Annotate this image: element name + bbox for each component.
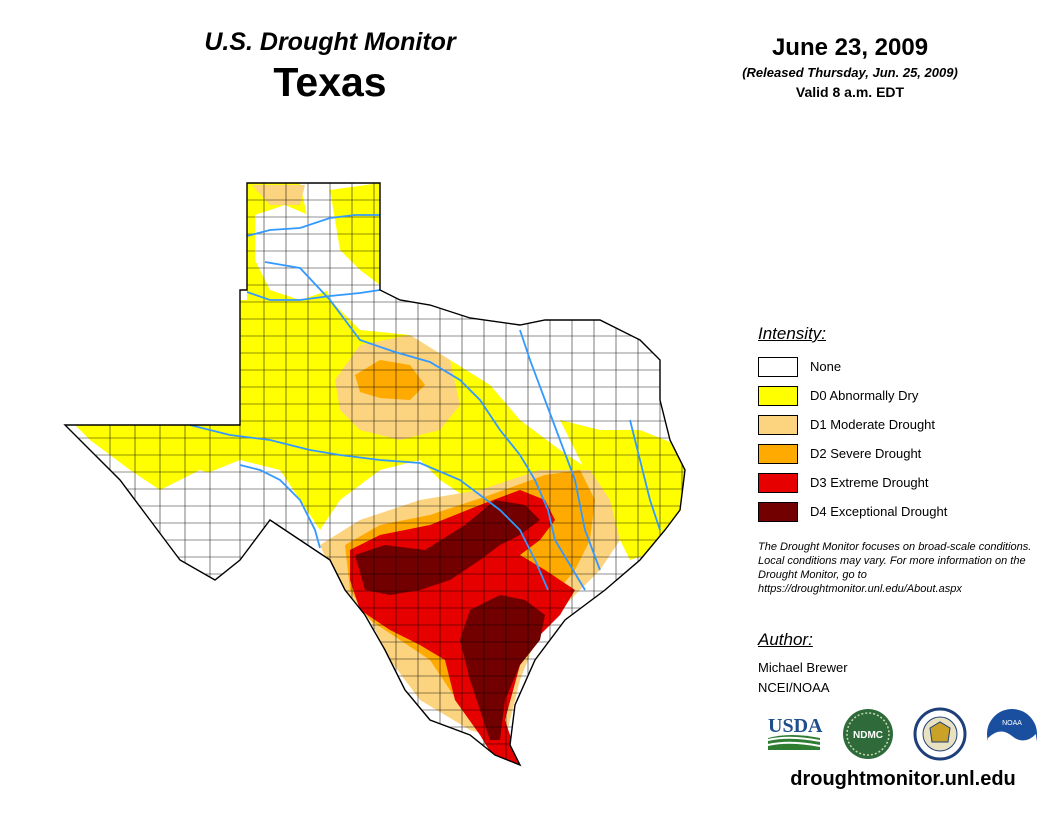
legend-swatch-d2: [758, 443, 798, 464]
d4-area-south-central: [355, 500, 540, 595]
agency-logos: USDA NDMC NOAA: [767, 707, 1037, 761]
site-url-link[interactable]: droughtmonitor.unl.edu: [790, 768, 1016, 790]
legend-item-d2: D2 Severe Drought: [758, 439, 1048, 468]
legend-swatch-d3: [758, 472, 798, 493]
author-title: Author:: [758, 630, 813, 649]
legend-label-d0: D0 Abnormally Dry: [810, 388, 919, 403]
d4-area-coastal-bend: [460, 595, 545, 740]
header-right: June 23, 2009 (Released Thursday, Jun. 2…: [700, 34, 1000, 100]
legend-label-d2: D2 Severe Drought: [810, 446, 922, 461]
legend-label-d1: D1 Moderate Drought: [810, 417, 936, 432]
disclaimer-note: The Drought Monitor focuses on broad-sca…: [758, 541, 1032, 595]
legend-swatch-d4: [758, 501, 798, 522]
noaa-logo-icon: NOAA: [987, 709, 1037, 760]
red-river: [246, 289, 381, 301]
author-org: NCEI/NOAA: [758, 680, 830, 695]
d0-area-west: [65, 183, 610, 560]
header-left: U.S. Drought Monitor Texas: [150, 28, 510, 106]
rivers: [189, 214, 661, 591]
trinity-river: [519, 329, 601, 571]
legend-item-d3: D3 Extreme Drought: [758, 468, 1048, 497]
ndmc-logo-text: NDMC: [853, 730, 883, 741]
legend-swatch-none: [758, 356, 798, 377]
noaa-logo-text: NOAA: [1002, 720, 1022, 727]
brazos-river: [264, 261, 586, 591]
valid-time: Valid 8 a.m. EDT: [795, 84, 905, 100]
legend-swatch-d0: [758, 385, 798, 406]
rio-grande: [239, 464, 321, 549]
legend-item-d0: D0 Abnormally Dry: [758, 381, 1048, 410]
sabine-river: [629, 419, 661, 531]
legend-label-d4: D4 Exceptional Drought: [810, 504, 948, 519]
author-block: Author: Michael Brewer NCEI/NOAA: [758, 630, 1048, 698]
region-title: Texas: [273, 59, 387, 105]
legend: Intensity: None D0 Abnormally Dry D1 Mod…: [758, 324, 1048, 526]
author-name: Michael Brewer: [758, 660, 848, 675]
map-date: June 23, 2009: [771, 34, 929, 61]
colorado-river: [189, 424, 549, 591]
texas-drought-map: [63, 182, 686, 767]
legend-item-d1: D1 Moderate Drought: [758, 410, 1048, 439]
legend-item-d4: D4 Exceptional Drought: [758, 497, 1048, 526]
release-date: (Released Thursday, Jun. 25, 2009): [742, 65, 958, 80]
product-title: U.S. Drought Monitor: [204, 28, 456, 56]
doc-seal-icon: [913, 707, 967, 761]
legend-label-none: None: [810, 359, 842, 374]
legend-item-none: None: [758, 352, 1048, 381]
usda-logo-icon: USDA: [767, 715, 823, 750]
usda-logo-text: USDA: [768, 715, 823, 737]
legend-label-d3: D3 Extreme Drought: [810, 475, 929, 490]
canadian-river: [246, 214, 380, 237]
legend-swatch-d1: [758, 414, 798, 435]
ndmc-logo-icon: NDMC: [843, 709, 893, 759]
texas-outline: [63, 182, 686, 767]
legend-title: Intensity:: [758, 324, 827, 343]
